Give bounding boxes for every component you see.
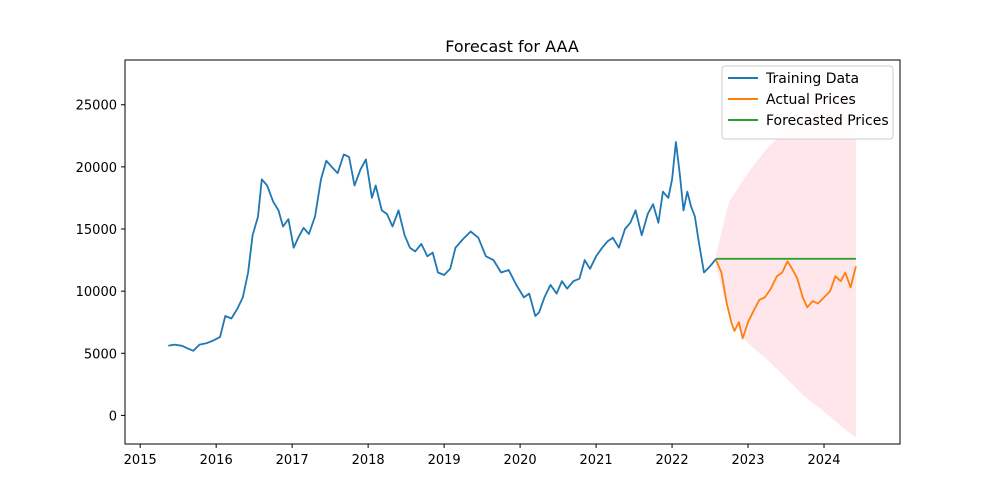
y-axis: 0 5000 10000 15000 20000 25000 (76, 99, 125, 424)
series-line-actual-prices (715, 259, 857, 340)
x-tick-label: 2020 (504, 453, 537, 468)
y-tick-label: 10000 (76, 285, 117, 300)
legend-label: Actual Prices (766, 92, 856, 108)
chart-title: Forecast for AAA (445, 37, 579, 56)
x-tick-label: 2018 (352, 453, 385, 468)
x-tick-label: 2022 (656, 453, 689, 468)
x-tick-label: 2017 (276, 453, 309, 468)
x-tick-label: 2023 (731, 453, 764, 468)
legend-label: Training Data (765, 71, 859, 87)
x-tick-label: 2015 (124, 453, 157, 468)
legend: Training Data Actual Prices Forecasted Pri… (721, 65, 894, 140)
plot-frame (124, 59, 901, 445)
x-axis: 2015 2016 2017 2018 2019 2020 2021 2022 2023 2024 (124, 444, 841, 468)
y-tick-label: 15000 (76, 223, 117, 238)
y-tick-label: 25000 (76, 99, 117, 114)
legend-box (721, 65, 894, 140)
y-tick-label: 0 (109, 409, 117, 424)
series-layer (168, 141, 857, 352)
legend-label: Forecasted Prices (766, 113, 889, 129)
x-tick-label: 2019 (428, 453, 461, 468)
y-tick-label: 20000 (76, 161, 117, 176)
series-line-training-data (168, 141, 717, 352)
x-tick-label: 2016 (200, 453, 233, 468)
x-tick-label: 2024 (807, 453, 840, 468)
y-tick-label: 5000 (84, 347, 117, 362)
x-tick-label: 2021 (580, 453, 613, 468)
